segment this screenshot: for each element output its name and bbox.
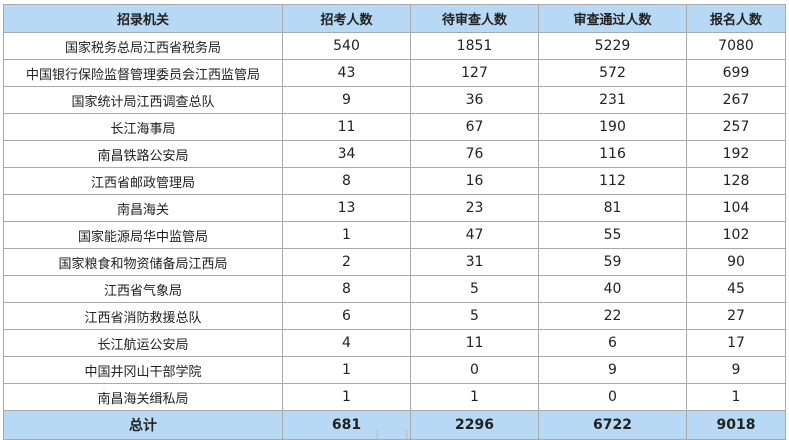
table-row: 江西省邮政管理局 8 16 112 128 — [3, 167, 786, 195]
header-cell-approved: 审查通过人数 — [538, 4, 687, 33]
number-cell: 257 — [686, 113, 786, 141]
agency-cell: 中国井冈山干部学院 — [3, 356, 283, 384]
number-cell: 36 — [410, 86, 539, 114]
recruitment-table: 招录机关 招考人数 待审查人数 审查通过人数 报名人数 国家税务总局江西省税务局… — [3, 4, 786, 440]
agency-cell: 南昌铁路公安局 — [3, 140, 283, 168]
number-cell: 1 — [282, 383, 411, 411]
table-row: 江西省气象局 8 5 40 45 — [3, 275, 786, 303]
number-cell: 5 — [410, 275, 539, 303]
agency-cell: 南昌海关缉私局 — [3, 383, 283, 411]
table-row: 南昌海关 13 23 81 104 — [3, 194, 786, 222]
header-row: 招录机关 招考人数 待审查人数 审查通过人数 报名人数 — [3, 4, 786, 33]
header-cell-pending-review: 待审查人数 — [410, 4, 539, 33]
agency-cell: 江西省邮政管理局 — [3, 167, 283, 195]
number-cell: 190 — [538, 113, 687, 141]
number-cell: 6 — [282, 302, 411, 330]
agency-cell: 长江航运公安局 — [3, 329, 283, 357]
number-cell: 104 — [686, 194, 786, 222]
number-cell: 67 — [410, 113, 539, 141]
number-cell: 5 — [410, 302, 539, 330]
number-cell: 7080 — [686, 32, 786, 60]
table-row: 国家能源局华中监管局 1 47 55 102 — [3, 221, 786, 249]
header-cell-applicants: 报名人数 — [686, 4, 786, 33]
number-cell: 1851 — [410, 32, 539, 60]
number-cell: 1 — [282, 221, 411, 249]
number-cell: 43 — [282, 59, 411, 87]
agency-cell: 国家统计局江西调查总队 — [3, 86, 283, 114]
total-label: 总计 — [3, 410, 283, 440]
total-cell: 2296 — [410, 410, 539, 440]
number-cell: 34 — [282, 140, 411, 168]
table-row: 中国井冈山干部学院 1 0 9 9 — [3, 356, 786, 384]
table-row: 江西省消防救援总队 6 5 22 27 — [3, 302, 786, 330]
number-cell: 40 — [538, 275, 687, 303]
number-cell: 59 — [538, 248, 687, 276]
total-cell: 6722 — [538, 410, 687, 440]
agency-cell: 国家能源局华中监管局 — [3, 221, 283, 249]
agency-cell: 国家粮食和物资储备局江西局 — [3, 248, 283, 276]
number-cell: 27 — [686, 302, 786, 330]
table-row: 国家税务总局江西省税务局 540 1851 5229 7080 — [3, 32, 786, 60]
agency-cell: 长江海事局 — [3, 113, 283, 141]
number-cell: 76 — [410, 140, 539, 168]
number-cell: 267 — [686, 86, 786, 114]
number-cell: 13 — [282, 194, 411, 222]
number-cell: 1 — [686, 383, 786, 411]
table-row: 长江航运公安局 4 11 6 17 — [3, 329, 786, 357]
number-cell: 231 — [538, 86, 687, 114]
total-row: 总计 681 2296 6722 9018 — [3, 410, 786, 440]
number-cell: 116 — [538, 140, 687, 168]
number-cell: 128 — [686, 167, 786, 195]
table-row: 南昌铁路公安局 34 76 116 192 — [3, 140, 786, 168]
number-cell: 2 — [282, 248, 411, 276]
total-cell: 9018 — [686, 410, 786, 440]
table-container: 招录机关 招考人数 待审查人数 审查通过人数 报名人数 国家税务总局江西省税务局… — [3, 4, 786, 440]
table-row: 中国银行保险监督管理委员会江西监管局 43 127 572 699 — [3, 59, 786, 87]
number-cell: 8 — [282, 275, 411, 303]
number-cell: 4 — [282, 329, 411, 357]
number-cell: 1 — [282, 356, 411, 384]
table-row: 长江海事局 11 67 190 257 — [3, 113, 786, 141]
agency-cell: 江西省气象局 — [3, 275, 283, 303]
number-cell: 55 — [538, 221, 687, 249]
total-cell: 681 — [282, 410, 411, 440]
agency-cell: 中国银行保险监督管理委员会江西监管局 — [3, 59, 283, 87]
number-cell: 540 — [282, 32, 411, 60]
header-cell-agency: 招录机关 — [3, 4, 283, 33]
table-row: 国家粮食和物资储备局江西局 2 31 59 90 — [3, 248, 786, 276]
number-cell: 9 — [282, 86, 411, 114]
number-cell: 0 — [538, 383, 687, 411]
number-cell: 22 — [538, 302, 687, 330]
number-cell: 45 — [686, 275, 786, 303]
number-cell: 102 — [686, 221, 786, 249]
agency-cell: 国家税务总局江西省税务局 — [3, 32, 283, 60]
number-cell: 17 — [686, 329, 786, 357]
number-cell: 112 — [538, 167, 687, 195]
number-cell: 47 — [410, 221, 539, 249]
number-cell: 31 — [410, 248, 539, 276]
table-row: 南昌海关缉私局 1 1 0 1 — [3, 383, 786, 411]
number-cell: 0 — [410, 356, 539, 384]
number-cell: 16 — [410, 167, 539, 195]
header-cell-recruit-count: 招考人数 — [282, 4, 411, 33]
number-cell: 699 — [686, 59, 786, 87]
number-cell: 9 — [686, 356, 786, 384]
number-cell: 9 — [538, 356, 687, 384]
number-cell: 1 — [410, 383, 539, 411]
number-cell: 81 — [538, 194, 687, 222]
number-cell: 11 — [282, 113, 411, 141]
number-cell: 6 — [538, 329, 687, 357]
number-cell: 192 — [686, 140, 786, 168]
number-cell: 572 — [538, 59, 687, 87]
number-cell: 90 — [686, 248, 786, 276]
agency-cell: 江西省消防救援总队 — [3, 302, 283, 330]
number-cell: 8 — [282, 167, 411, 195]
number-cell: 127 — [410, 59, 539, 87]
number-cell: 5229 — [538, 32, 687, 60]
number-cell: 23 — [410, 194, 539, 222]
agency-cell: 南昌海关 — [3, 194, 283, 222]
table-row: 国家统计局江西调查总队 9 36 231 267 — [3, 86, 786, 114]
number-cell: 11 — [410, 329, 539, 357]
